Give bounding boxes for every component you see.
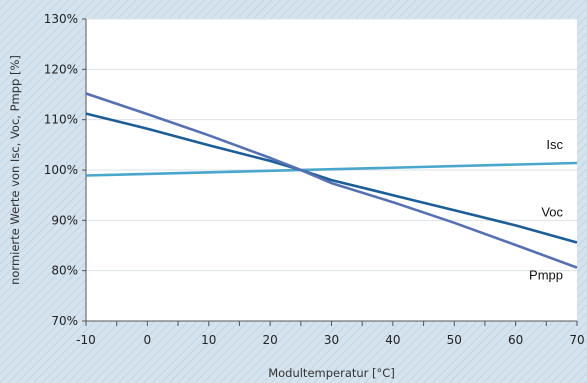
x-tick-label: 70 — [569, 333, 584, 347]
y-tick-label: 90% — [51, 213, 78, 227]
series-line-pmpp — [85, 92, 578, 269]
y-tick-label: 130% — [44, 12, 78, 26]
series-line-isc — [85, 161, 578, 177]
x-tick-label: 50 — [447, 333, 462, 347]
data-series — [85, 92, 578, 269]
y-axis-title: normierte Werte von Isc, Voc, Pmpp [%] — [8, 55, 22, 285]
x-tick-label: -10 — [76, 333, 96, 347]
y-tick-label: 110% — [44, 113, 78, 127]
x-tick-label: 20 — [262, 333, 277, 347]
series-label-isc: Isc — [546, 137, 563, 152]
x-tick-label: 30 — [324, 333, 339, 347]
x-tick-label: 60 — [508, 333, 523, 347]
series-label-voc: Voc — [541, 204, 563, 219]
y-tick-label: 70% — [51, 314, 78, 328]
series-labels: Isc Voc Pmpp — [529, 137, 563, 283]
x-tick-label: 40 — [385, 333, 400, 347]
axes — [82, 18, 578, 326]
y-tick-label: 120% — [44, 62, 78, 76]
series-label-pmpp: Pmpp — [529, 268, 563, 283]
series-line-voc — [85, 112, 578, 244]
x-tick-label: 10 — [201, 333, 216, 347]
y-tick-label: 100% — [44, 163, 78, 177]
x-tick-label: 0 — [144, 333, 152, 347]
x-axis-title: Modultemperatur [°C] — [268, 366, 395, 380]
tick-labels: 70% 80% 90% 100% 110% 120% 130% -10 0 10 20 30 40 50 6… — [44, 12, 585, 347]
y-tick-label: 80% — [51, 264, 78, 278]
